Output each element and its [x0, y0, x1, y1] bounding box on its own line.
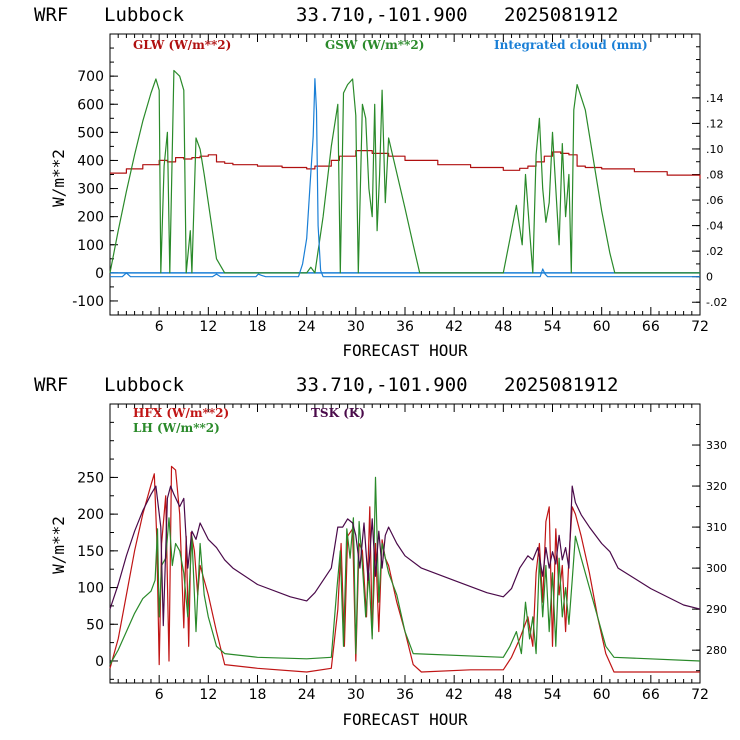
x-tick-label: 18 [249, 319, 267, 335]
x-tick-label: 12 [199, 319, 217, 335]
x-tick-label: 42 [445, 687, 463, 703]
y2-tick-label: 290 [706, 603, 727, 616]
x-tick-label: 54 [544, 687, 562, 703]
x-tick-label: 42 [445, 319, 463, 335]
y-tick-label: 400 [77, 153, 104, 169]
y-tick-label: 100 [77, 238, 104, 254]
y-tick-label: 0 [95, 266, 104, 282]
panel1-series [109, 69, 701, 278]
panel2-ticks: 6 12 18 24 30 36 42 48 54 60 66 72 0 50 100 150 200 250 28… [77, 404, 727, 703]
x-tick-label: 48 [494, 687, 512, 703]
y2-tick-label: 0 [706, 271, 713, 284]
legend-tsk: TSK (K) [311, 406, 365, 420]
y-tick-label: 100 [77, 581, 104, 597]
y-tick-label: 0 [95, 654, 104, 670]
x-tick-label: 36 [396, 687, 414, 703]
x-tick-label: 54 [544, 319, 562, 335]
series-line-gsw [109, 69, 700, 274]
panel2-plot-frame [109, 403, 701, 684]
x-tick-label: 72 [691, 687, 709, 703]
x-tick-label: 66 [642, 687, 660, 703]
panel1-model: WRF [34, 4, 68, 26]
y2-tick-label: 310 [706, 521, 727, 534]
x-tick-label: 60 [593, 687, 611, 703]
legend-glw: GLW (W/m**2) [133, 38, 231, 52]
y2-tick-label: .08 [706, 169, 724, 182]
y2-tick-label: .04 [706, 220, 724, 233]
x-tick-label: 6 [155, 319, 164, 335]
panel1-y-axis-label: W/m**2 [49, 149, 68, 207]
y-tick-label: 600 [77, 97, 104, 113]
y2-tick-label: .10 [706, 143, 724, 156]
x-tick-label: 60 [593, 319, 611, 335]
x-tick-label: 66 [642, 319, 660, 335]
y-tick-label: 700 [77, 69, 104, 85]
panel-radiation: WRF Lubbock 33.710,-101.900 2025081912 6… [34, 4, 727, 360]
panel1-x-axis-label: FORECAST HOUR [342, 341, 468, 360]
x-tick-label: 24 [298, 687, 316, 703]
y-tick-label: 150 [77, 544, 104, 560]
panel2-y-axis-label: W/m**2 [49, 516, 68, 574]
panel1-coords: 33.710,-101.900 [296, 4, 468, 26]
y-tick-label: -100 [72, 294, 104, 310]
y-tick-label: 500 [77, 125, 104, 141]
panel2-series [109, 465, 701, 673]
panel1-ticks: 6 12 18 24 30 36 42 48 54 60 66 72 -100 0 100 200 300 400… [72, 34, 727, 335]
y-tick-label: 200 [77, 210, 104, 226]
y2-tick-label: .02 [706, 245, 724, 258]
y2-tick-label: 320 [706, 480, 727, 493]
legend-lh: LH (W/m**2) [133, 421, 220, 435]
panel2-site: Lubbock [104, 374, 185, 396]
legend-integrated-cloud: Integrated cloud (mm) [494, 38, 648, 52]
legend-gsw: GSW (W/m**2) [325, 38, 424, 52]
x-tick-label: 72 [691, 319, 709, 335]
y-tick-label: 250 [77, 470, 104, 486]
y-tick-label: 300 [77, 182, 104, 198]
x-tick-label: 36 [396, 319, 414, 335]
series-line-lh [109, 476, 701, 665]
series-line-hfx [109, 465, 700, 673]
y2-tick-label: .14 [706, 92, 724, 105]
x-tick-label: 48 [494, 319, 512, 335]
y2-tick-label: .06 [706, 194, 724, 207]
panel2-coords: 33.710,-101.900 [296, 374, 468, 396]
y2-tick-label: 280 [706, 644, 727, 657]
x-tick-label: 12 [199, 687, 217, 703]
series-line-tsk [109, 485, 701, 627]
y2-tick-label: .12 [706, 117, 724, 130]
x-tick-label: 30 [347, 687, 365, 703]
x-tick-label: 6 [155, 687, 164, 703]
y-tick-label: 50 [86, 617, 104, 633]
panel2-x-axis-label: FORECAST HOUR [342, 710, 468, 729]
y2-tick-label: -.02 [706, 296, 727, 309]
panel2-model: WRF [34, 374, 68, 396]
x-tick-label: 24 [298, 319, 316, 335]
x-tick-label: 18 [249, 687, 267, 703]
y-tick-label: 200 [77, 507, 104, 523]
panel2-init-time: 2025081912 [504, 374, 618, 396]
y2-tick-label: 300 [706, 562, 727, 575]
legend-hfx: HFX (W/m**2) [133, 406, 229, 420]
series-line-integrated-cloud [110, 78, 700, 278]
panel1-site: Lubbock [104, 4, 185, 26]
y2-tick-label: 330 [706, 439, 727, 452]
panel1-init-time: 2025081912 [504, 4, 618, 26]
x-tick-label: 30 [347, 319, 365, 335]
series-line-glw [110, 150, 701, 179]
panel-surface-fluxes: WRF Lubbock 33.710,-101.900 2025081912 6… [34, 374, 727, 729]
